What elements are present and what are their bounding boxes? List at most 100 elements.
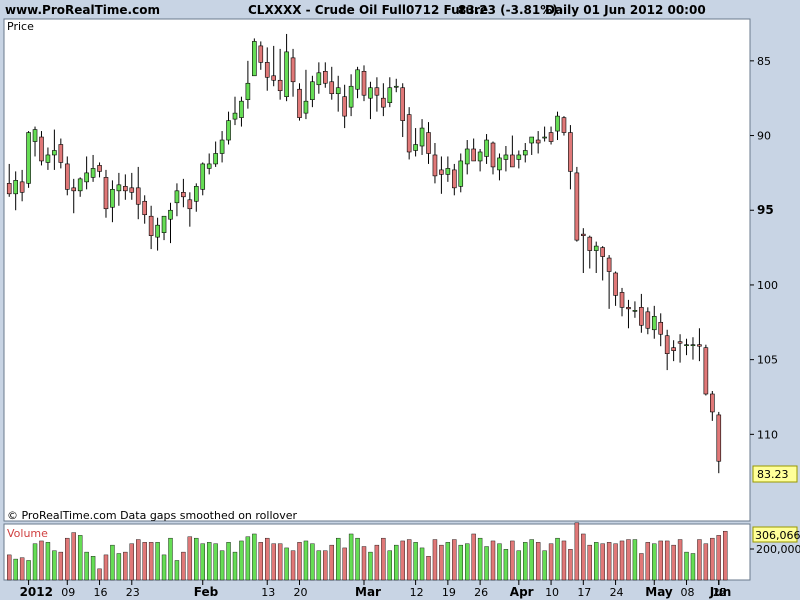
candle-body	[574, 172, 580, 241]
candle-body	[187, 199, 193, 210]
candle-body	[103, 177, 109, 210]
candle-body	[90, 168, 96, 178]
candle-body	[71, 187, 77, 192]
candle-body	[484, 139, 489, 157]
volume-bar	[664, 540, 670, 581]
candle-body	[264, 62, 270, 78]
candle-body	[58, 144, 64, 163]
candle-body	[664, 335, 670, 354]
volume-bar	[129, 543, 134, 581]
volume-bar	[690, 553, 696, 581]
volume-bar	[626, 539, 631, 581]
candle-body	[439, 169, 444, 175]
candle-body	[155, 224, 160, 238]
candle-body	[277, 79, 283, 92]
volume-bar	[265, 537, 270, 581]
header-bar: www.ProRealTime.com CLXXXX - Crude Oil F…	[0, 0, 800, 20]
candle-body	[568, 132, 573, 172]
candle-body	[13, 180, 18, 195]
volume-bar	[290, 550, 296, 581]
volume-bar	[142, 542, 147, 581]
candle-body	[464, 148, 470, 165]
candles-group	[6, 33, 722, 474]
site-url[interactable]: www.ProRealTime.com	[5, 3, 160, 17]
volume-bar	[361, 546, 367, 581]
candle-body	[510, 154, 515, 168]
candle-body	[213, 153, 218, 165]
volume-bar	[394, 544, 399, 581]
candle-body	[310, 81, 315, 100]
volume-bar	[477, 537, 483, 581]
candle-body	[651, 316, 657, 331]
candle-body	[445, 168, 451, 175]
instrument-title: CLXXXX - Crude Oil Full0712 Future	[248, 3, 488, 17]
candle-body	[6, 183, 12, 195]
candle-body	[432, 154, 438, 177]
candle-body	[116, 184, 122, 192]
volume-bar	[355, 537, 360, 581]
volume-bar	[303, 540, 309, 581]
last-volume-label: 306,066	[755, 529, 800, 542]
volume-bar	[555, 537, 560, 581]
volume-bar	[174, 560, 180, 581]
volume-bar	[645, 542, 651, 581]
volume-bar	[600, 543, 605, 581]
price-tick-label: 110	[757, 428, 778, 441]
candle-body	[316, 72, 322, 86]
volume-bar	[439, 544, 444, 581]
candle-body	[619, 292, 625, 308]
candle-body	[271, 75, 276, 81]
volume-bar	[406, 539, 412, 581]
candle-body	[129, 187, 135, 193]
volume-bar	[252, 533, 257, 581]
candle-body	[148, 215, 154, 236]
volume-bar	[348, 533, 354, 581]
candle-body	[206, 163, 212, 169]
volume-bar	[490, 540, 496, 581]
volume-bar	[465, 543, 470, 581]
candle-body	[355, 69, 360, 90]
price-tick-label: 95	[757, 203, 774, 217]
candle-body	[110, 189, 115, 208]
volume-bar	[323, 550, 328, 581]
volume-bar	[7, 554, 12, 581]
volume-bar	[335, 537, 341, 581]
date-tick-label: 22	[713, 586, 727, 599]
candle-body	[581, 233, 586, 236]
candle-body	[19, 181, 25, 193]
volume-bar	[297, 542, 302, 581]
candle-body	[561, 117, 567, 133]
date-tick-label: 16	[94, 586, 108, 599]
candle-body	[503, 154, 509, 160]
volume-bar	[542, 550, 547, 581]
candle-body	[555, 115, 560, 132]
volume-bar	[90, 556, 96, 581]
candle-body	[393, 85, 399, 88]
candle-body	[142, 200, 147, 216]
volume-bar	[619, 540, 625, 581]
volume-bar	[71, 532, 76, 581]
candle-body	[64, 163, 70, 190]
candle-body	[97, 165, 102, 172]
candle-body	[587, 236, 593, 251]
date-tick-label: 26	[474, 586, 488, 599]
candle-body	[123, 186, 128, 192]
volume-bar	[97, 568, 102, 581]
last-price-box	[752, 465, 798, 483]
candle-body	[45, 154, 51, 163]
volume-bar	[310, 543, 315, 581]
volume-bars-group	[7, 522, 728, 581]
volume-bar	[594, 542, 599, 581]
volume-bar	[606, 542, 612, 581]
candle-body	[374, 87, 380, 96]
volume-bar	[710, 537, 715, 581]
volume-bar	[168, 537, 173, 581]
volume-bar	[148, 542, 154, 581]
volume-bar	[387, 550, 393, 581]
volume-bar	[548, 543, 554, 581]
volume-bar	[368, 551, 373, 581]
period-date: Daily 01 Jun 2012 00:00	[545, 3, 706, 17]
candle-body	[490, 142, 496, 168]
volume-bar	[581, 533, 586, 581]
